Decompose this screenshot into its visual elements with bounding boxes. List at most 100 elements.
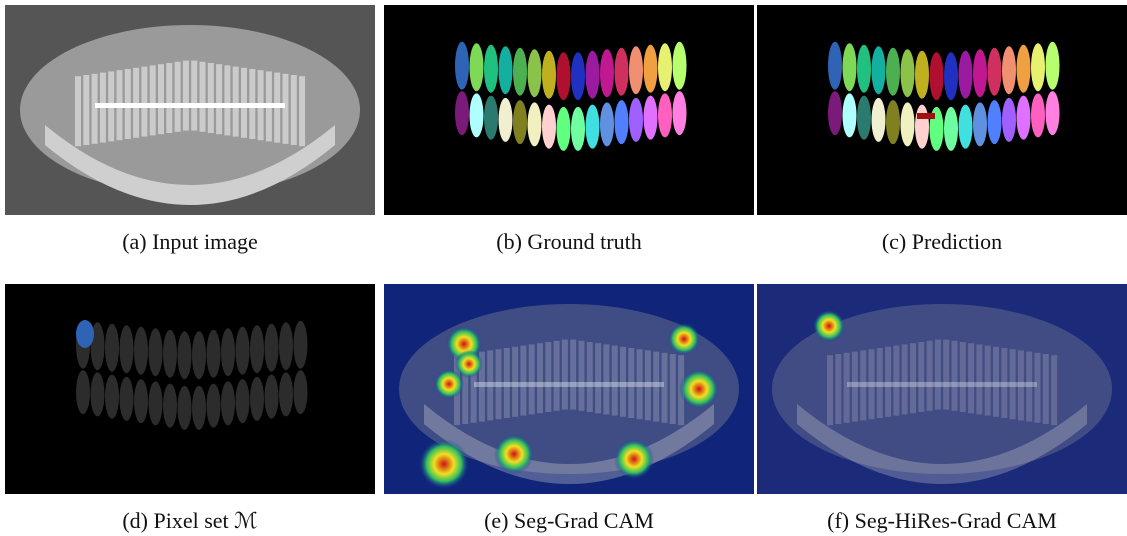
tooth bbox=[1046, 91, 1060, 135]
tooth bbox=[105, 324, 119, 372]
tooth bbox=[629, 98, 643, 142]
tooth bbox=[512, 347, 518, 417]
tooth bbox=[91, 372, 105, 416]
tooth bbox=[620, 347, 626, 417]
background bbox=[757, 5, 1127, 215]
tooth bbox=[959, 105, 973, 149]
tooth bbox=[600, 102, 614, 146]
tooth bbox=[542, 51, 556, 99]
tooth bbox=[149, 328, 163, 376]
tooth bbox=[484, 45, 498, 93]
tooth bbox=[927, 341, 933, 411]
tooth bbox=[857, 45, 871, 93]
tooth bbox=[520, 346, 526, 416]
tooth bbox=[658, 43, 672, 91]
tooth bbox=[133, 68, 139, 138]
tooth bbox=[615, 100, 629, 144]
tooth bbox=[910, 343, 916, 413]
tooth bbox=[557, 52, 571, 100]
tooth bbox=[554, 341, 560, 411]
tooth bbox=[200, 62, 206, 132]
jaw bbox=[20, 25, 360, 195]
panel: (b) Ground truth bbox=[384, 5, 754, 215]
tooth bbox=[586, 105, 600, 149]
caption: (f) Seg-HiRes-Grad CAM bbox=[757, 508, 1127, 534]
tooth bbox=[843, 93, 857, 137]
tooth bbox=[857, 96, 871, 140]
heat-blob bbox=[614, 439, 654, 479]
tooth bbox=[557, 107, 571, 151]
tooth bbox=[178, 331, 192, 379]
tooth bbox=[83, 75, 89, 145]
tooth bbox=[105, 375, 119, 419]
heat-blob bbox=[494, 434, 534, 474]
tooth bbox=[236, 327, 250, 375]
heat-blob bbox=[679, 369, 719, 409]
tooth bbox=[930, 52, 944, 100]
tooth bbox=[158, 64, 164, 134]
tooth bbox=[872, 46, 886, 94]
image bbox=[757, 284, 1127, 494]
image bbox=[384, 5, 754, 215]
tooth bbox=[120, 377, 134, 421]
tooth bbox=[1031, 43, 1045, 91]
panel: (c) Prediction bbox=[757, 5, 1127, 215]
tooth bbox=[973, 49, 987, 97]
tooth bbox=[299, 76, 305, 146]
caption: (b) Ground truth bbox=[384, 229, 754, 255]
tooth bbox=[150, 65, 156, 135]
tooth bbox=[528, 49, 542, 97]
tooth bbox=[192, 331, 206, 379]
tooth bbox=[513, 100, 527, 144]
tooth bbox=[499, 98, 513, 142]
tooth bbox=[513, 48, 527, 96]
tooth bbox=[236, 379, 250, 423]
tooth bbox=[291, 75, 297, 145]
tooth bbox=[571, 52, 585, 100]
tooth bbox=[120, 325, 134, 373]
tooth bbox=[915, 51, 929, 99]
panel: (f) Seg-HiRes-Grad CAM bbox=[757, 284, 1127, 494]
tooth bbox=[1035, 353, 1041, 423]
tooth bbox=[595, 343, 601, 413]
tooth bbox=[178, 386, 192, 430]
tooth bbox=[224, 65, 230, 135]
caption: (c) Prediction bbox=[757, 229, 1127, 255]
figure: (a) Input image (b) Ground truth (c) Pre… bbox=[0, 0, 1127, 536]
tooth bbox=[901, 102, 915, 146]
tooth bbox=[673, 42, 687, 90]
panel: (d) Pixel set ℳ bbox=[5, 284, 375, 494]
image bbox=[5, 5, 375, 215]
tooth bbox=[670, 354, 676, 424]
tooth bbox=[612, 346, 618, 416]
tooth bbox=[163, 384, 177, 428]
tooth bbox=[952, 341, 958, 411]
tooth bbox=[529, 344, 535, 414]
caption: (a) Input image bbox=[5, 229, 375, 255]
tooth bbox=[570, 340, 576, 410]
tooth bbox=[827, 355, 833, 425]
tooth bbox=[629, 46, 643, 94]
image bbox=[384, 284, 754, 494]
tooth bbox=[886, 48, 900, 96]
tooth bbox=[918, 342, 924, 412]
tooth bbox=[886, 100, 900, 144]
bracket-line bbox=[95, 103, 285, 108]
tooth bbox=[250, 325, 264, 373]
tooth bbox=[662, 353, 668, 423]
tooth bbox=[644, 96, 658, 140]
tooth bbox=[192, 386, 206, 430]
tooth bbox=[1017, 96, 1031, 140]
tooth bbox=[993, 347, 999, 417]
tooth bbox=[149, 381, 163, 425]
tooth bbox=[915, 105, 929, 149]
tooth bbox=[1031, 93, 1045, 137]
selected-tooth bbox=[76, 320, 94, 348]
tooth bbox=[279, 372, 293, 416]
caption: (e) Seg-Grad CAM bbox=[384, 508, 754, 534]
tooth bbox=[901, 49, 915, 97]
tooth bbox=[265, 375, 279, 419]
tooth bbox=[968, 343, 974, 413]
tooth bbox=[470, 43, 484, 91]
tooth bbox=[134, 379, 148, 423]
